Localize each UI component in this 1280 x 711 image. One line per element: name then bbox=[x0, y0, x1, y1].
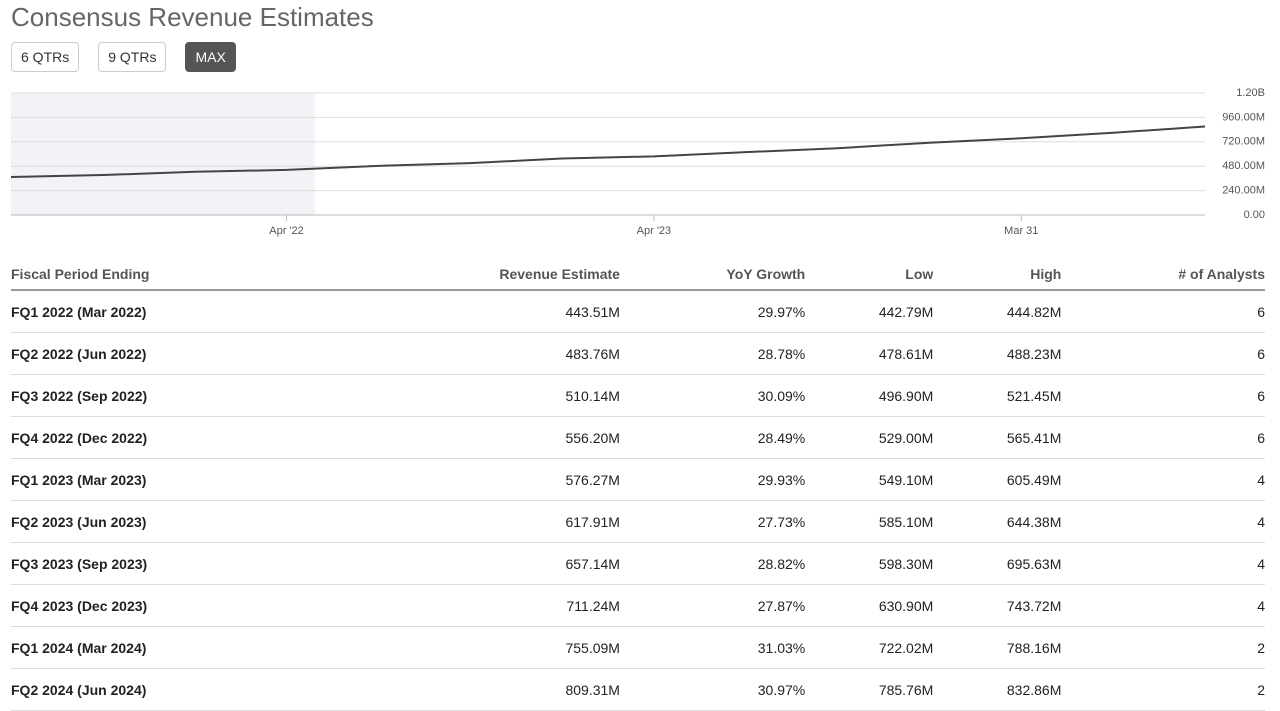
table-row: FQ2 2022 (Jun 2022) 483.76M 28.78% 478.61M 4… bbox=[11, 332, 1265, 375]
table-cell: 809.31M bbox=[336, 668, 620, 711]
header-row: Fiscal Period Ending Revenue Estimate YoY … bbox=[11, 258, 1265, 291]
table-cell: 30.09% bbox=[619, 374, 806, 417]
table-cell: 4 bbox=[1061, 500, 1265, 543]
x-tick-label: Apr '22 bbox=[269, 225, 304, 237]
table-cell: 2 bbox=[1061, 626, 1265, 669]
table-row: FQ4 2023 (Dec 2023) 711.24M 27.87% 630.90M 7… bbox=[11, 584, 1265, 627]
column-header: High bbox=[933, 258, 1062, 291]
table-cell: 832.86M bbox=[933, 668, 1062, 711]
table-cell: 442.79M bbox=[805, 290, 934, 333]
table-cell: 2 bbox=[1061, 668, 1265, 711]
table-cell: FQ1 2024 (Mar 2024) bbox=[11, 626, 337, 669]
table-cell: FQ3 2022 (Sep 2022) bbox=[11, 374, 337, 417]
range-button[interactable]: 6 QTRs bbox=[11, 42, 80, 72]
table-cell: FQ3 2023 (Sep 2023) bbox=[11, 542, 337, 585]
table-cell: 630.90M bbox=[805, 584, 934, 627]
table-cell: 549.10M bbox=[805, 458, 934, 501]
column-header: Fiscal Period Ending bbox=[11, 258, 337, 291]
table-cell: 27.87% bbox=[619, 584, 806, 627]
table-cell: 521.45M bbox=[933, 374, 1062, 417]
table-cell: 29.97% bbox=[619, 290, 806, 333]
table-cell: 711.24M bbox=[336, 584, 620, 627]
range-button[interactable]: MAX bbox=[185, 42, 236, 72]
table-cell: FQ4 2022 (Dec 2022) bbox=[11, 416, 337, 459]
table-cell: 510.14M bbox=[336, 374, 620, 417]
table-row: FQ1 2022 (Mar 2022) 443.51M 29.97% 442.79M 4… bbox=[11, 290, 1265, 333]
table-cell: 443.51M bbox=[336, 290, 620, 333]
table-cell: 788.16M bbox=[933, 626, 1062, 669]
y-tick-label: 0.00 bbox=[1244, 209, 1265, 221]
table-row: FQ1 2024 (Mar 2024) 755.09M 31.03% 722.02M 7… bbox=[11, 626, 1265, 669]
table-cell: 4 bbox=[1061, 542, 1265, 585]
table-cell: 6 bbox=[1061, 374, 1265, 417]
column-header: YoY Growth bbox=[619, 258, 806, 291]
table-row: FQ2 2024 (Jun 2024) 809.31M 30.97% 785.76M 8… bbox=[11, 668, 1265, 711]
data-line bbox=[10, 125, 1206, 178]
range-button[interactable]: 9 QTRs bbox=[98, 42, 167, 72]
x-tick-label: Apr '23 bbox=[637, 225, 672, 237]
table-cell: 496.90M bbox=[805, 374, 934, 417]
table-cell: 556.20M bbox=[336, 416, 620, 459]
table-cell: 565.41M bbox=[933, 416, 1062, 459]
table-cell: 598.30M bbox=[805, 542, 934, 585]
column-header: # of Analysts bbox=[1061, 258, 1265, 291]
table-cell: 444.82M bbox=[933, 290, 1062, 333]
table-cell: 28.82% bbox=[619, 542, 806, 585]
table-cell: 722.02M bbox=[805, 626, 934, 669]
table-cell: 27.73% bbox=[619, 500, 806, 543]
table-cell: 478.61M bbox=[805, 332, 934, 375]
table-row: FQ4 2022 (Dec 2022) 556.20M 28.49% 529.00M 5… bbox=[11, 416, 1265, 459]
table-cell: FQ2 2023 (Jun 2023) bbox=[11, 500, 337, 543]
column-header: Revenue Estimate bbox=[336, 258, 620, 291]
table-cell: 657.14M bbox=[336, 542, 620, 585]
table-cell: 617.91M bbox=[336, 500, 620, 543]
table-row: FQ3 2022 (Sep 2022) 510.14M 30.09% 496.90M 5… bbox=[11, 374, 1265, 417]
y-tick-label: 480.00M bbox=[1222, 160, 1265, 172]
table-cell: 4 bbox=[1061, 584, 1265, 627]
table-cell: FQ4 2023 (Dec 2023) bbox=[11, 584, 337, 627]
table-cell: FQ1 2023 (Mar 2023) bbox=[11, 458, 337, 501]
table-cell: 585.10M bbox=[805, 500, 934, 543]
table-cell: FQ1 2022 (Mar 2022) bbox=[11, 290, 337, 333]
y-tick-label: 240.00M bbox=[1222, 185, 1265, 197]
table-cell: 644.38M bbox=[933, 500, 1062, 543]
table-row: FQ1 2023 (Mar 2023) 576.27M 29.93% 549.10M 6… bbox=[11, 458, 1265, 501]
range-buttons: 6 QTRs 9 QTRs MAX bbox=[11, 42, 236, 72]
table-cell: 576.27M bbox=[336, 458, 620, 501]
table-cell: 755.09M bbox=[336, 626, 620, 669]
y-tick-label: 1.20B bbox=[1236, 87, 1265, 99]
table-cell: FQ2 2024 (Jun 2024) bbox=[11, 668, 337, 711]
table-cell: 6 bbox=[1061, 332, 1265, 375]
table-cell: 6 bbox=[1061, 290, 1265, 333]
chart: 0.00 240.00M 480.00M 720.00M 960.00M 1.20B Apr… bbox=[10, 87, 1265, 237]
shaded-region bbox=[11, 93, 315, 215]
column-header: Low bbox=[805, 258, 934, 291]
table-cell: 785.76M bbox=[805, 668, 934, 711]
table-cell: 483.76M bbox=[336, 332, 620, 375]
table-cell: 30.97% bbox=[619, 668, 806, 711]
x-tick-label: Mar 31 bbox=[1004, 225, 1038, 237]
table-cell: 31.03% bbox=[619, 626, 806, 669]
y-tick-label: 720.00M bbox=[1222, 136, 1265, 148]
page-title: Consensus Revenue Estimates bbox=[11, 2, 374, 32]
table-cell: 529.00M bbox=[805, 416, 934, 459]
estimates-table: Fiscal Period Ending Revenue Estimate YoY … bbox=[11, 258, 1265, 711]
table-cell: 743.72M bbox=[933, 584, 1062, 627]
table-cell: 605.49M bbox=[933, 458, 1062, 501]
table-cell: FQ2 2022 (Jun 2022) bbox=[11, 332, 337, 375]
table-cell: 28.78% bbox=[619, 332, 806, 375]
table-cell: 29.93% bbox=[619, 458, 806, 501]
table-cell: 695.63M bbox=[933, 542, 1062, 585]
table-cell: 6 bbox=[1061, 416, 1265, 459]
table-cell: 4 bbox=[1061, 458, 1265, 501]
table-cell: 28.49% bbox=[619, 416, 806, 459]
table-row: FQ3 2023 (Sep 2023) 657.14M 28.82% 598.30M 6… bbox=[11, 542, 1265, 585]
table-cell: 488.23M bbox=[933, 332, 1062, 375]
table-row: FQ2 2023 (Jun 2023) 617.91M 27.73% 585.10M 6… bbox=[11, 500, 1265, 543]
y-tick-label: 960.00M bbox=[1222, 111, 1265, 123]
